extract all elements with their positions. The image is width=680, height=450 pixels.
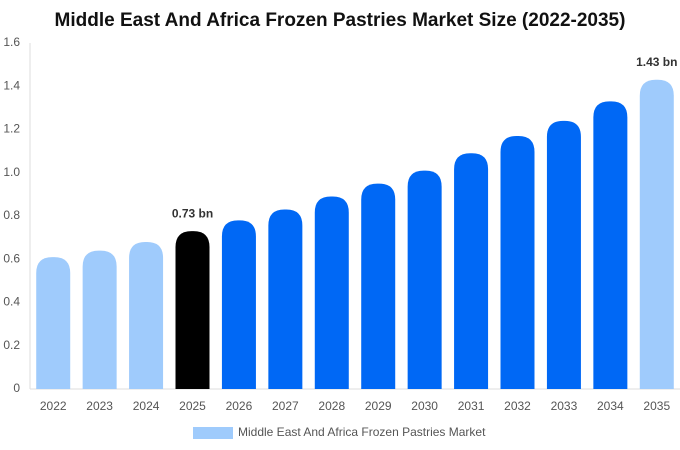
x-tick-label: 2025 [179, 399, 206, 413]
x-tick-label: 2035 [643, 399, 670, 413]
y-tick-label: 0.6 [3, 251, 20, 265]
bar [36, 257, 71, 389]
x-tick-label: 2022 [40, 399, 67, 413]
x-tick-label: 2033 [551, 399, 578, 413]
bar [314, 196, 349, 389]
bar [268, 209, 303, 389]
bar [454, 153, 489, 389]
value-label: 0.73 bn [172, 206, 213, 220]
legend-swatch [193, 427, 233, 439]
value-label: 1.43 bn [636, 55, 677, 69]
y-tick-label: 1.0 [3, 165, 20, 179]
y-tick-label: 0.4 [3, 295, 20, 309]
x-tick-label: 2023 [86, 399, 113, 413]
x-tick-label: 2024 [133, 399, 160, 413]
y-tick-label: 0.2 [3, 338, 20, 352]
bar [361, 183, 396, 389]
bar [175, 231, 210, 389]
x-tick-label: 2034 [597, 399, 624, 413]
x-tick-label: 2028 [318, 399, 345, 413]
x-tick-label: 2031 [458, 399, 485, 413]
bar [129, 241, 164, 389]
bar [593, 101, 628, 389]
y-tick-label: 0 [13, 381, 20, 395]
bar [82, 250, 117, 389]
bar [639, 79, 674, 389]
legend-label: Middle East And Africa Frozen Pastries M… [238, 425, 486, 439]
y-tick-label: 0.8 [3, 208, 20, 222]
x-tick-label: 2026 [226, 399, 253, 413]
x-tick-label: 2029 [365, 399, 392, 413]
x-tick-label: 2030 [411, 399, 438, 413]
bar [221, 220, 256, 389]
bar [407, 170, 442, 389]
bar [546, 120, 581, 389]
y-tick-label: 1.6 [3, 35, 20, 49]
chart-title: Middle East And Africa Frozen Pastries M… [55, 10, 626, 31]
x-tick-label: 2032 [504, 399, 531, 413]
x-tick-label: 2027 [272, 399, 299, 413]
y-tick-label: 1.4 [3, 78, 20, 92]
y-tick-label: 1.2 [3, 122, 20, 136]
bar [500, 135, 535, 389]
